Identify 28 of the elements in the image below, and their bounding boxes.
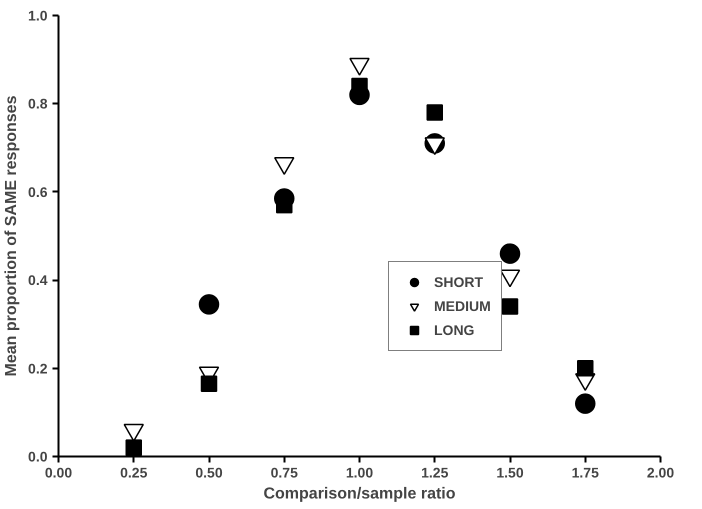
y-tick-label: 0.8: [28, 96, 48, 112]
point: [575, 393, 596, 414]
x-tick-label: 1.00: [346, 464, 374, 480]
y-tick-label: 0.4: [28, 272, 48, 288]
point: [126, 439, 142, 456]
point: [198, 294, 220, 315]
y-tick-label: 0.2: [28, 360, 48, 376]
x-tick-label: 2.00: [646, 464, 674, 480]
x-tick-label: 1.75: [572, 464, 600, 480]
x-tick-label: 0.25: [120, 464, 148, 480]
x-tick-label: 0.50: [195, 464, 223, 480]
x-axis-title: Comparison/sample ratio: [263, 486, 456, 502]
y-tick-label: 1.0: [28, 8, 48, 24]
y-tick-label: 0.0: [28, 448, 48, 464]
x-tick-label: 1.25: [421, 464, 449, 480]
legend-label: MEDIUM: [434, 298, 491, 314]
legend-label: SHORT: [434, 274, 483, 290]
x-tick-label: 0.00: [44, 464, 72, 480]
point: [426, 104, 443, 121]
legend-label: LONG: [434, 322, 474, 338]
point: [502, 298, 518, 315]
x-tick-label: 0.75: [270, 464, 298, 480]
y-tick-label: 0.6: [28, 184, 48, 200]
y-axis-title: Mean proportion of SAME responses: [3, 95, 20, 376]
point: [577, 360, 594, 377]
point: [500, 243, 520, 264]
point: [200, 375, 218, 392]
x-tick-label: 1.50: [496, 464, 524, 480]
